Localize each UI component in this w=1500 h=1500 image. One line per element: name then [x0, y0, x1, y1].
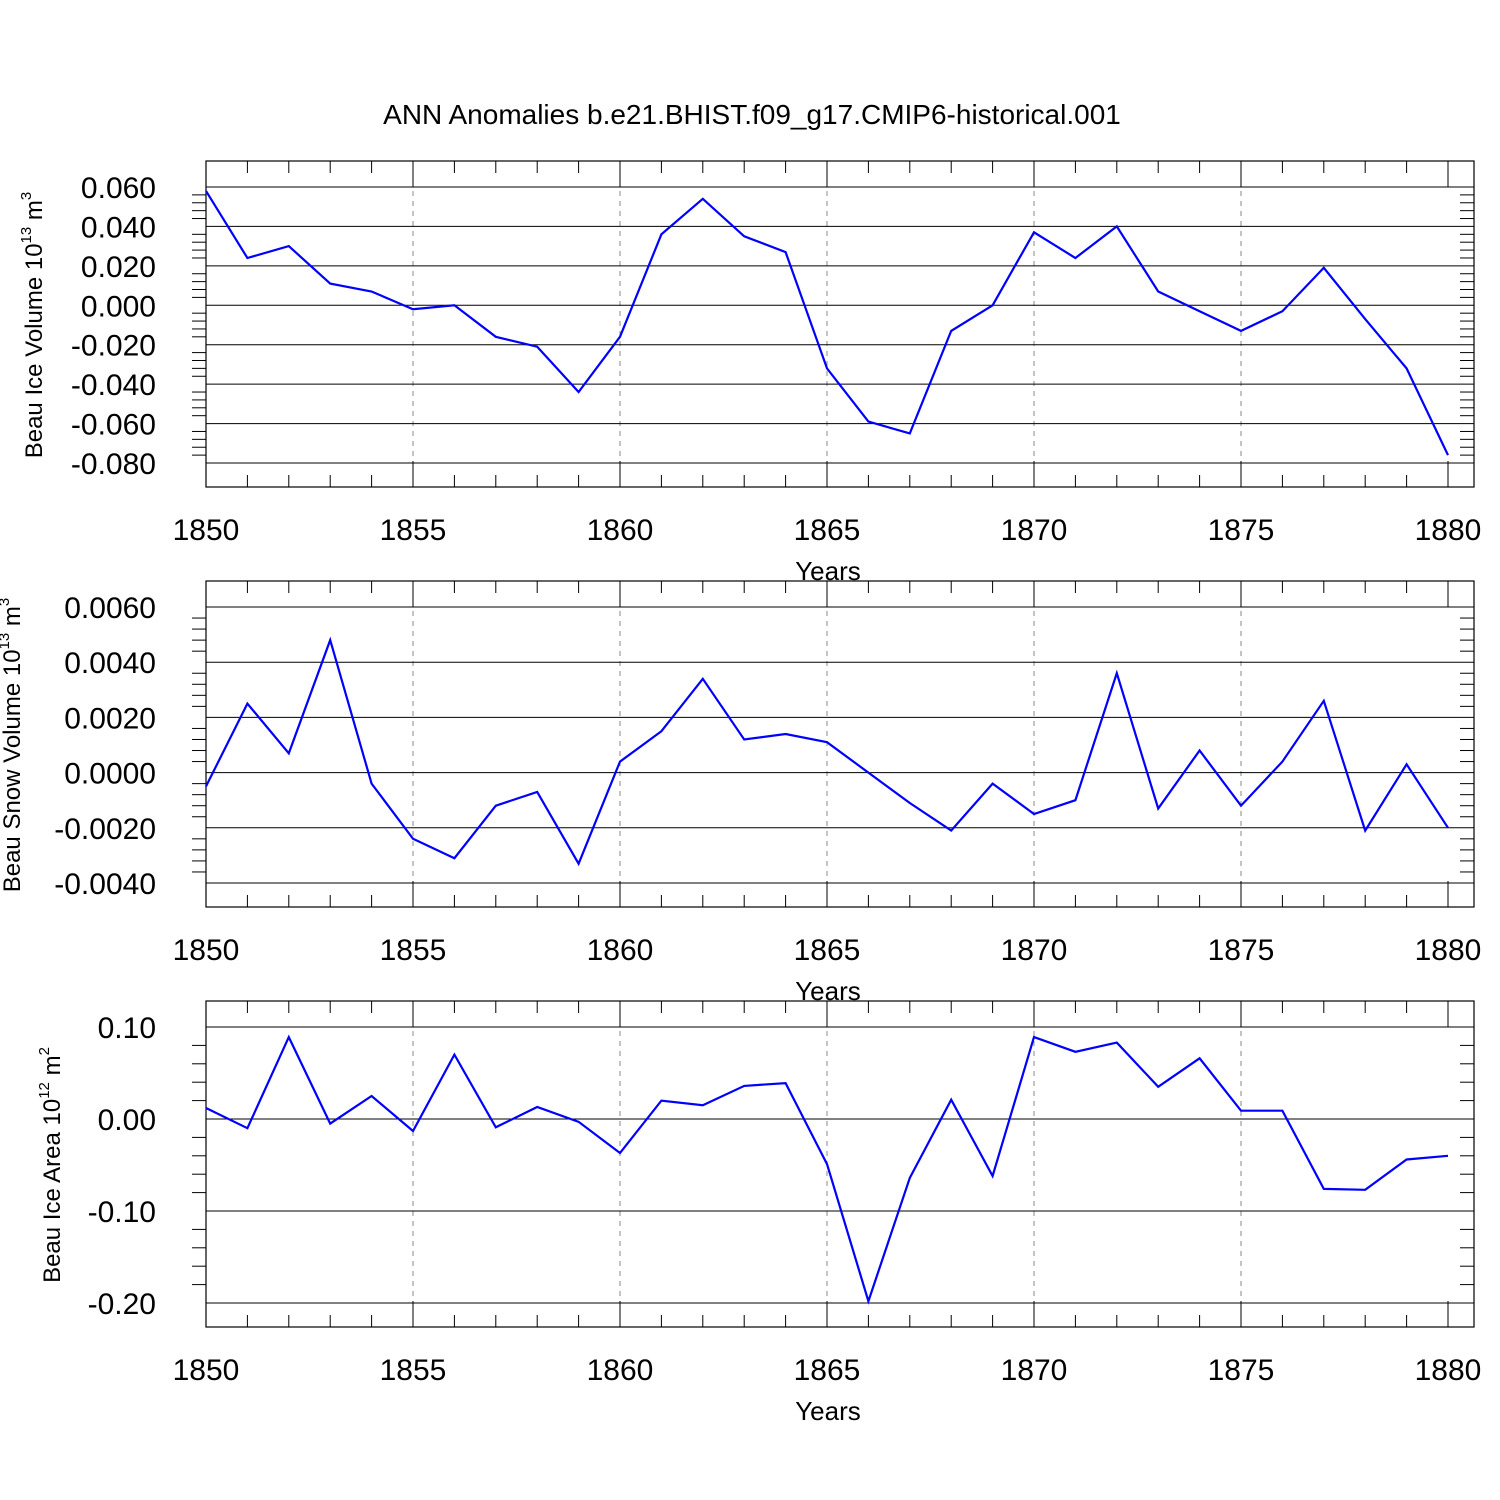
- x-tick-label: 1875: [1208, 1354, 1275, 1387]
- series-line: [205, 1034, 1449, 1305]
- x-tick-label: 1875: [1208, 514, 1275, 547]
- y-tick-label: -0.040: [71, 369, 156, 402]
- y-tick-label: 0.060: [81, 172, 156, 205]
- y-tick-label: -0.10: [88, 1196, 156, 1229]
- x-tick-label: 1880: [1415, 514, 1482, 547]
- x-tick-label: 1870: [1001, 1354, 1068, 1387]
- figure-title: ANN Anomalies b.e21.BHIST.f09_g17.CMIP6-…: [383, 99, 1121, 130]
- plot-frame: [205, 1000, 1475, 1328]
- y-tick-label: 0.0020: [64, 702, 156, 735]
- y-tick-label: 0.000: [81, 290, 156, 323]
- y-axis-title: Beau Ice Area 1012 m2: [36, 1047, 66, 1283]
- x-tick-label: 1850: [173, 514, 240, 547]
- y-tick-label: 0.0060: [64, 592, 156, 625]
- panel-3: 0.10 0.00 -0.10 -0.20 1850 1855 1860 1865 1870 18…: [36, 1000, 1482, 1426]
- panels: 0.060 0.040 0.020 0.000 -0.020 -0.040 -0.060 -0…: [0, 160, 1482, 1426]
- x-tick-label: 1865: [794, 514, 861, 547]
- plot-frame: [205, 160, 1475, 488]
- panel-1: 0.060 0.040 0.020 0.000 -0.020 -0.040 -0.060 -0…: [18, 160, 1482, 586]
- y-tick-label: 0.10: [98, 1012, 156, 1045]
- y-tick-label: -0.020: [71, 330, 156, 363]
- x-tick-label: 1860: [587, 1354, 654, 1387]
- x-tick-label: 1880: [1415, 1354, 1482, 1387]
- x-tick-label: 1855: [380, 514, 447, 547]
- y-axis-title: Beau Snow Volume 1013 m3: [0, 598, 26, 893]
- x-tick-label: 1850: [173, 1354, 240, 1387]
- x-tick-label: 1880: [1415, 934, 1482, 967]
- x-tick-label: 1860: [587, 514, 654, 547]
- x-tick-label: 1855: [380, 1354, 447, 1387]
- x-tick-label: 1865: [794, 1354, 861, 1387]
- y-tick-label: -0.080: [71, 448, 156, 481]
- y-tick-label: 0.0000: [64, 758, 156, 791]
- x-axis-title: Years: [795, 1396, 861, 1426]
- series-line: [205, 636, 1449, 867]
- y-tick-label: -0.060: [71, 409, 156, 442]
- y-tick-label: -0.0040: [54, 868, 156, 901]
- y-tick-label: -0.20: [88, 1288, 156, 1321]
- x-tick-label: 1855: [380, 934, 447, 967]
- x-tick-label: 1860: [587, 934, 654, 967]
- y-tick-label: 0.040: [81, 211, 156, 244]
- x-tick-label: 1875: [1208, 934, 1275, 967]
- y-tick-label: -0.0020: [54, 813, 156, 846]
- series-line: [205, 190, 1449, 456]
- y-tick-label: 0.00: [98, 1104, 156, 1137]
- x-tick-label: 1870: [1001, 934, 1068, 967]
- x-tick-label: 1850: [173, 934, 240, 967]
- y-axis-title: Beau Ice Volume 1013 m3: [18, 192, 48, 459]
- x-tick-label: 1870: [1001, 514, 1068, 547]
- x-tick-label: 1865: [794, 934, 861, 967]
- plot-frame: [205, 580, 1475, 908]
- y-tick-label: 0.020: [81, 251, 156, 284]
- panel-2: 0.0060 0.0040 0.0020 0.0000 -0.0020 -0.0040 18…: [0, 580, 1482, 1006]
- y-tick-label: 0.0040: [64, 647, 156, 680]
